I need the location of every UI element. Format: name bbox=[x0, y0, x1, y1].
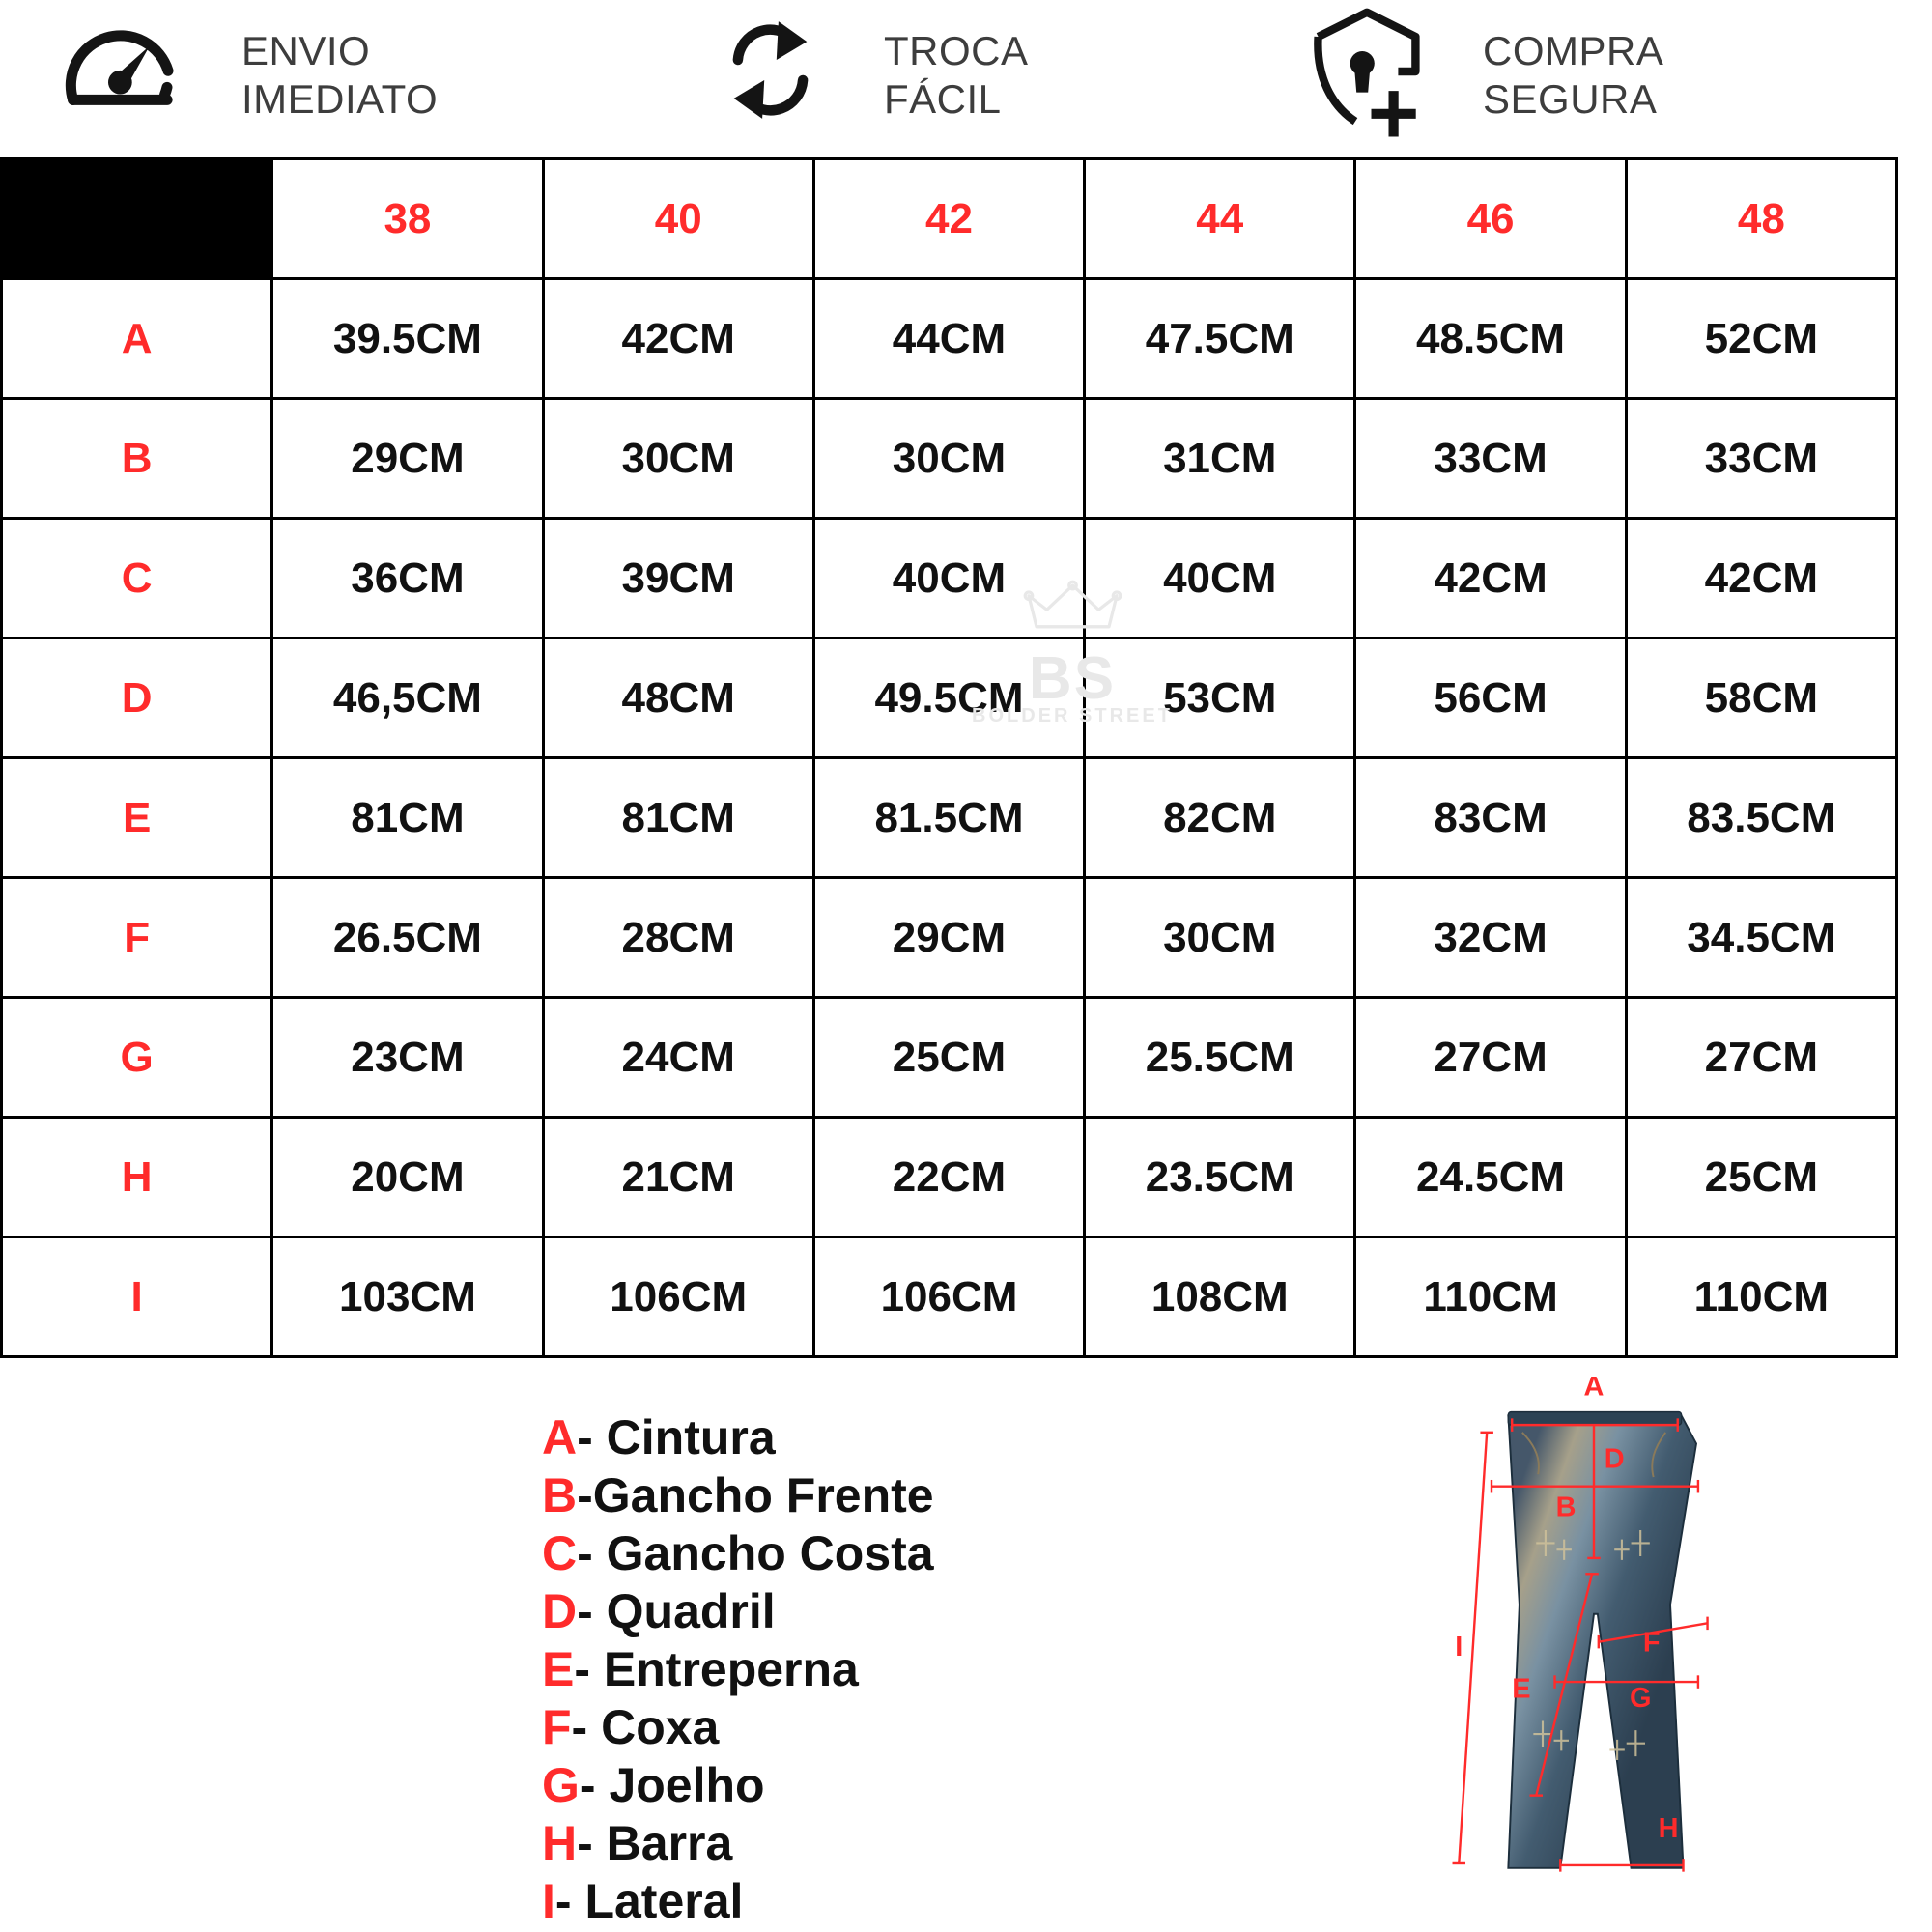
svg-text:H: H bbox=[1659, 1813, 1679, 1844]
svg-text:B: B bbox=[1556, 1492, 1577, 1523]
svg-text:A: A bbox=[1584, 1377, 1605, 1402]
svg-text:F: F bbox=[1643, 1627, 1661, 1658]
svg-text:G: G bbox=[1630, 1683, 1651, 1714]
svg-text:I: I bbox=[1455, 1632, 1463, 1662]
svg-text:D: D bbox=[1605, 1443, 1625, 1474]
svg-text:E: E bbox=[1512, 1673, 1530, 1704]
